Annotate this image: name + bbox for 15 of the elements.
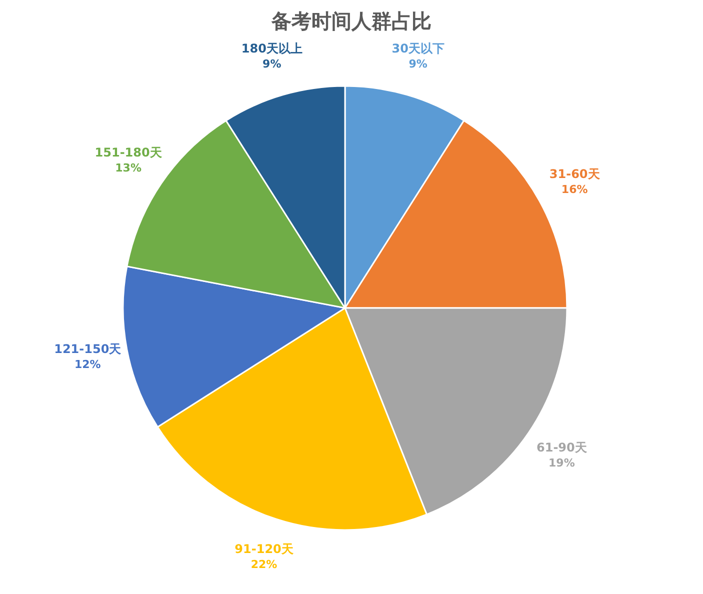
slice-label: 31-60天 (549, 166, 601, 181)
data-label: 9% (262, 57, 282, 70)
slice-label: 180天以上 (241, 41, 302, 56)
data-label: 16% (561, 182, 588, 196)
data-label: 22% (250, 558, 278, 572)
slice-label: 91-120天 (234, 542, 294, 556)
data-label: 13% (115, 162, 142, 175)
data-label: 12% (74, 358, 101, 372)
chart-title: 备考时间人群占比 (270, 9, 432, 33)
slice-label: 151-180天 (94, 146, 163, 160)
slice-label: 121-150天 (54, 342, 122, 356)
slice-label: 61-90天 (536, 440, 588, 454)
data-label: 9% (408, 57, 428, 70)
data-label: 19% (548, 456, 575, 470)
slice-label: 30天以下 (392, 41, 444, 56)
